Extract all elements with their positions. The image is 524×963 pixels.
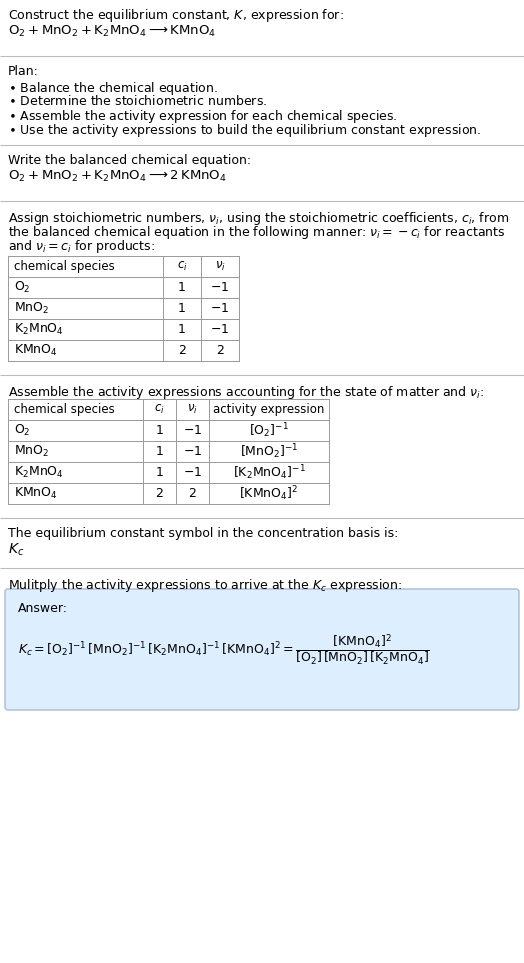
Text: $\nu_i$: $\nu_i$ xyxy=(215,260,225,273)
Text: 1: 1 xyxy=(156,445,163,458)
Text: Assign stoichiometric numbers, $\nu_i$, using the stoichiometric coefficients, $: Assign stoichiometric numbers, $\nu_i$, … xyxy=(8,210,509,227)
FancyBboxPatch shape xyxy=(5,589,519,710)
Text: 2: 2 xyxy=(216,344,224,357)
Text: Answer:: Answer: xyxy=(18,602,68,615)
Text: $K_c = [\mathrm{O_2}]^{-1}\,[\mathrm{MnO_2}]^{-1}\,[\mathrm{K_2MnO_4}]^{-1}\,[\m: $K_c = [\mathrm{O_2}]^{-1}\,[\mathrm{MnO… xyxy=(18,633,430,667)
Text: 1: 1 xyxy=(178,281,186,294)
Text: chemical species: chemical species xyxy=(14,403,115,416)
Text: $-1$: $-1$ xyxy=(183,466,202,479)
Text: 1: 1 xyxy=(178,323,186,336)
Text: $c_i$: $c_i$ xyxy=(177,260,188,273)
Text: activity expression: activity expression xyxy=(213,403,325,416)
Text: 2: 2 xyxy=(178,344,186,357)
Text: $-1$: $-1$ xyxy=(183,445,202,458)
Text: $\mathrm{KMnO_4}$: $\mathrm{KMnO_4}$ xyxy=(14,343,58,358)
Text: $\bullet$ Determine the stoichiometric numbers.: $\bullet$ Determine the stoichiometric n… xyxy=(8,94,267,108)
Text: $\mathrm{O_2 + MnO_2 + K_2MnO_4 \longrightarrow KMnO_4}$: $\mathrm{O_2 + MnO_2 + K_2MnO_4 \longrig… xyxy=(8,24,216,39)
Text: $\bullet$ Balance the chemical equation.: $\bullet$ Balance the chemical equation. xyxy=(8,80,218,97)
Text: $\mathrm{MnO_2}$: $\mathrm{MnO_2}$ xyxy=(14,444,49,459)
Text: 1: 1 xyxy=(178,302,186,315)
Text: $[\mathrm{KMnO_4}]^{2}$: $[\mathrm{KMnO_4}]^{2}$ xyxy=(239,484,299,503)
Text: Construct the equilibrium constant, $K$, expression for:: Construct the equilibrium constant, $K$,… xyxy=(8,7,344,24)
Text: Plan:: Plan: xyxy=(8,65,39,78)
Text: $\bullet$ Use the activity expressions to build the equilibrium constant express: $\bullet$ Use the activity expressions t… xyxy=(8,122,481,139)
Text: 2: 2 xyxy=(189,487,196,500)
Text: 2: 2 xyxy=(156,487,163,500)
Text: $\nu_i$: $\nu_i$ xyxy=(187,403,198,416)
Text: $-1$: $-1$ xyxy=(211,302,230,315)
Text: $[\mathrm{K_2MnO_4}]^{-1}$: $[\mathrm{K_2MnO_4}]^{-1}$ xyxy=(233,463,305,482)
Text: $c_i$: $c_i$ xyxy=(154,403,165,416)
Text: $[\mathrm{MnO_2}]^{-1}$: $[\mathrm{MnO_2}]^{-1}$ xyxy=(240,442,298,461)
Text: chemical species: chemical species xyxy=(14,260,115,273)
Text: $-1$: $-1$ xyxy=(211,281,230,294)
Text: $\mathrm{KMnO_4}$: $\mathrm{KMnO_4}$ xyxy=(14,486,58,501)
Text: $[\mathrm{O_2}]^{-1}$: $[\mathrm{O_2}]^{-1}$ xyxy=(249,421,289,440)
Text: $K_c$: $K_c$ xyxy=(8,542,24,559)
Text: and $\nu_i = c_i$ for products:: and $\nu_i = c_i$ for products: xyxy=(8,238,155,255)
Text: $\mathrm{O_2}$: $\mathrm{O_2}$ xyxy=(14,280,30,295)
Text: $\mathrm{MnO_2}$: $\mathrm{MnO_2}$ xyxy=(14,301,49,316)
Text: 1: 1 xyxy=(156,466,163,479)
Text: $-1$: $-1$ xyxy=(211,323,230,336)
Text: $\mathrm{O_2}$: $\mathrm{O_2}$ xyxy=(14,423,30,438)
Text: Write the balanced chemical equation:: Write the balanced chemical equation: xyxy=(8,154,251,167)
Text: the balanced chemical equation in the following manner: $\nu_i = -c_i$ for react: the balanced chemical equation in the fo… xyxy=(8,224,506,241)
Text: $\mathrm{O_2 + MnO_2 + K_2MnO_4 \longrightarrow 2\,KMnO_4}$: $\mathrm{O_2 + MnO_2 + K_2MnO_4 \longrig… xyxy=(8,169,227,184)
Text: $-1$: $-1$ xyxy=(183,424,202,437)
Text: Assemble the activity expressions accounting for the state of matter and $\nu_i$: Assemble the activity expressions accoun… xyxy=(8,384,484,401)
Text: The equilibrium constant symbol in the concentration basis is:: The equilibrium constant symbol in the c… xyxy=(8,527,398,540)
Text: 1: 1 xyxy=(156,424,163,437)
Text: $\bullet$ Assemble the activity expression for each chemical species.: $\bullet$ Assemble the activity expressi… xyxy=(8,108,397,125)
Text: $\mathrm{K_2MnO_4}$: $\mathrm{K_2MnO_4}$ xyxy=(14,465,64,480)
Text: $\mathrm{K_2MnO_4}$: $\mathrm{K_2MnO_4}$ xyxy=(14,322,64,337)
Text: Mulitply the activity expressions to arrive at the $K_c$ expression:: Mulitply the activity expressions to arr… xyxy=(8,577,402,594)
